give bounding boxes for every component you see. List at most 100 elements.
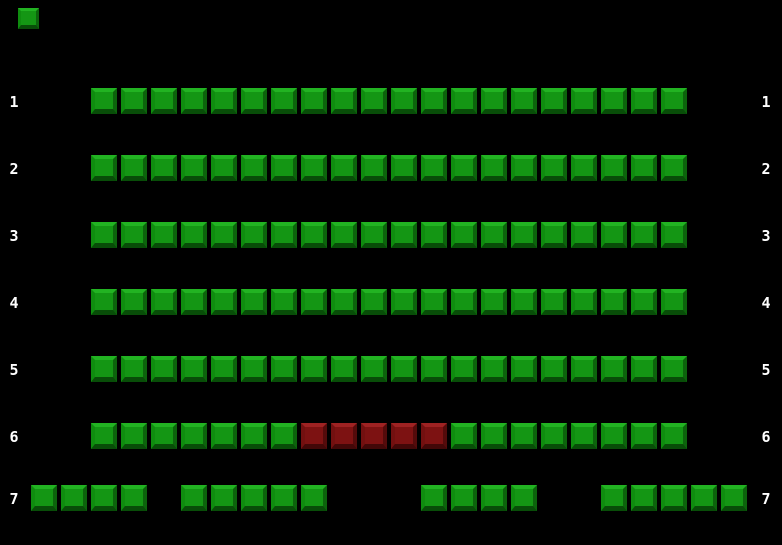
seat-row7-8-available[interactable] [241,485,267,511]
seat-row3-14-available[interactable] [481,222,507,248]
seat-row5-11-available[interactable] [391,356,417,382]
seat-row1-6-available[interactable] [241,88,267,114]
seat-row7-14-available[interactable] [421,485,447,511]
seat-row5-1-available[interactable] [91,356,117,382]
seat-row5-10-available[interactable] [361,356,387,382]
seat-row6-6-available[interactable] [241,423,267,449]
seat-row2-12-available[interactable] [421,155,447,181]
seat-row2-4-available[interactable] [181,155,207,181]
seat-row6-9-occupied[interactable] [331,423,357,449]
seat-row3-3-available[interactable] [151,222,177,248]
seat-row3-15-available[interactable] [511,222,537,248]
seat-row4-14-available[interactable] [481,289,507,315]
seat-row6-10-occupied[interactable] [361,423,387,449]
seat-row3-20-available[interactable] [661,222,687,248]
seat-row1-1-available[interactable] [91,88,117,114]
seat-row2-7-available[interactable] [271,155,297,181]
seat-row3-8-available[interactable] [301,222,327,248]
seat-row7-2-available[interactable] [61,485,87,511]
seat-row2-16-available[interactable] [541,155,567,181]
seat-row1-18-available[interactable] [601,88,627,114]
seat-row3-18-available[interactable] [601,222,627,248]
seat-row2-8-available[interactable] [301,155,327,181]
seat-row4-5-available[interactable] [211,289,237,315]
seat-row5-14-available[interactable] [481,356,507,382]
seat-row6-19-available[interactable] [631,423,657,449]
seat-row2-10-available[interactable] [361,155,387,181]
seat-row3-12-available[interactable] [421,222,447,248]
seat-row6-13-available[interactable] [451,423,477,449]
seat-row7-3-available[interactable] [91,485,117,511]
seat-row3-5-available[interactable] [211,222,237,248]
seat-row6-1-available[interactable] [91,423,117,449]
seat-row2-19-available[interactable] [631,155,657,181]
seat-row1-4-available[interactable] [181,88,207,114]
seat-row2-14-available[interactable] [481,155,507,181]
seat-row5-17-available[interactable] [571,356,597,382]
seat-row4-1-available[interactable] [91,289,117,315]
seat-row5-4-available[interactable] [181,356,207,382]
seat-row2-6-available[interactable] [241,155,267,181]
seat-row7-17-available[interactable] [511,485,537,511]
seat-row3-19-available[interactable] [631,222,657,248]
seat-row4-3-available[interactable] [151,289,177,315]
seat-row3-2-available[interactable] [121,222,147,248]
seat-row4-18-available[interactable] [601,289,627,315]
seat-row4-4-available[interactable] [181,289,207,315]
seat-row3-4-available[interactable] [181,222,207,248]
seat-row7-1-available[interactable] [31,485,57,511]
seat-row7-21-available[interactable] [631,485,657,511]
seat-row6-4-available[interactable] [181,423,207,449]
seat-row7-4-available[interactable] [121,485,147,511]
seat-row5-3-available[interactable] [151,356,177,382]
seat-row7-9-available[interactable] [271,485,297,511]
seat-row6-2-available[interactable] [121,423,147,449]
seat-row6-12-occupied[interactable] [421,423,447,449]
seat-row4-2-available[interactable] [121,289,147,315]
seat-row2-9-available[interactable] [331,155,357,181]
seat-row5-15-available[interactable] [511,356,537,382]
seat-row7-7-available[interactable] [211,485,237,511]
seat-row4-13-available[interactable] [451,289,477,315]
seat-row5-2-available[interactable] [121,356,147,382]
seat-row6-17-available[interactable] [571,423,597,449]
seat-row1-8-available[interactable] [301,88,327,114]
seat-row1-3-available[interactable] [151,88,177,114]
seat-row4-20-available[interactable] [661,289,687,315]
seat-row2-5-available[interactable] [211,155,237,181]
seat-row7-15-available[interactable] [451,485,477,511]
seat-row4-19-available[interactable] [631,289,657,315]
seat-row6-11-occupied[interactable] [391,423,417,449]
seat-row4-8-available[interactable] [301,289,327,315]
seat-row6-14-available[interactable] [481,423,507,449]
seat-row2-15-available[interactable] [511,155,537,181]
seat-row3-17-available[interactable] [571,222,597,248]
seat-row1-17-available[interactable] [571,88,597,114]
seat-row4-10-available[interactable] [361,289,387,315]
seat-row1-11-available[interactable] [391,88,417,114]
seat-row2-20-available[interactable] [661,155,687,181]
seat-row6-16-available[interactable] [541,423,567,449]
seat-row6-8-occupied[interactable] [301,423,327,449]
seat-row7-10-available[interactable] [301,485,327,511]
seat-row1-10-available[interactable] [361,88,387,114]
seat-row3-9-available[interactable] [331,222,357,248]
seat-row6-18-available[interactable] [601,423,627,449]
seat-row4-16-available[interactable] [541,289,567,315]
seat-row1-15-available[interactable] [511,88,537,114]
seat-row2-2-available[interactable] [121,155,147,181]
seat-row3-1-available[interactable] [91,222,117,248]
seat-row5-12-available[interactable] [421,356,447,382]
seat-row1-7-available[interactable] [271,88,297,114]
seat-row2-17-available[interactable] [571,155,597,181]
seat-row2-18-available[interactable] [601,155,627,181]
seat-row7-20-available[interactable] [601,485,627,511]
seat-row4-9-available[interactable] [331,289,357,315]
seat-row4-12-available[interactable] [421,289,447,315]
seat-row4-15-available[interactable] [511,289,537,315]
seat-row6-5-available[interactable] [211,423,237,449]
seat-row5-8-available[interactable] [301,356,327,382]
seat-row5-5-available[interactable] [211,356,237,382]
seat-row4-6-available[interactable] [241,289,267,315]
seat-row7-23-available[interactable] [691,485,717,511]
